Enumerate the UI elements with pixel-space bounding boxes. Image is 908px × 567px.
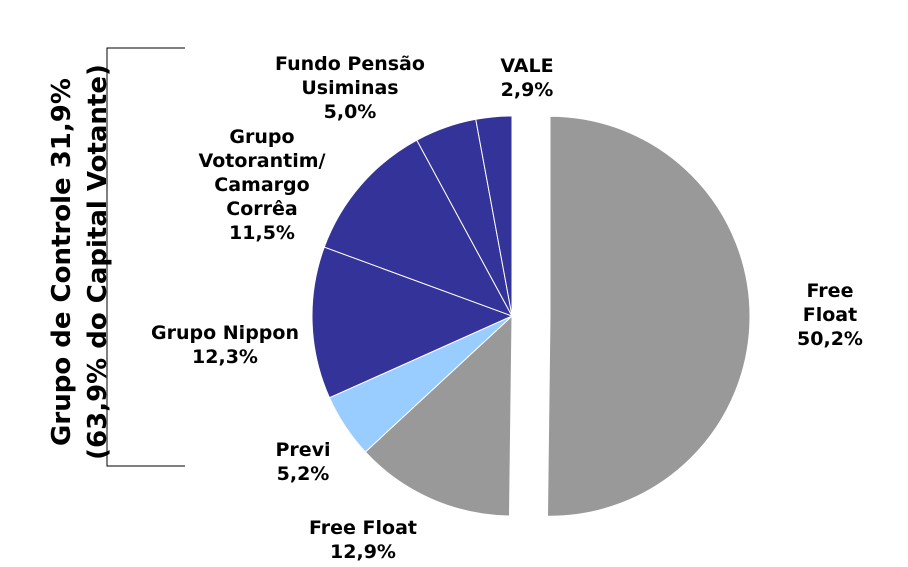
slice-value: 5,2% — [276, 463, 330, 485]
pie-slice — [475, 115, 513, 317]
slice-label: Free Float 12,9% — [309, 516, 417, 564]
slice-label: Grupo Votorantim/ Camargo Corrêa 11,5% — [199, 125, 326, 245]
slice-value: 11,5% — [229, 222, 295, 244]
slice-label: Fundo Pensão Usiminas 5,0% — [275, 52, 425, 124]
slice-name: Previ — [275, 439, 331, 461]
slice-name: Grupo Votorantim/ Camargo Corrêa — [198, 126, 326, 220]
slice-name: Free Float — [802, 280, 858, 326]
slice-name: Free Float — [309, 517, 417, 539]
slice-name: VALE — [500, 55, 554, 77]
slice-value: 12,3% — [192, 346, 258, 368]
pie-slice — [311, 246, 514, 399]
annotation: Grupo de Controle 31,9% (63,9% do Capita… — [47, 64, 113, 460]
slice-label: Free Float 50,2% — [791, 279, 869, 351]
slice-value: 2,9% — [500, 79, 554, 101]
slice-name: Grupo Nippon — [151, 322, 299, 344]
slice-value: 5,0% — [323, 101, 377, 123]
slice-value: 50,2% — [797, 328, 863, 350]
slice-name: Fundo Pensão Usiminas — [275, 53, 425, 99]
slice-label: VALE 2,9% — [500, 54, 553, 102]
pie-slice — [323, 139, 514, 317]
slice-label: Grupo Nippon 12,3% — [151, 321, 299, 369]
slice-value: 12,9% — [330, 541, 396, 563]
pie-slice — [364, 314, 513, 517]
pie-slice — [546, 115, 751, 517]
slice-label: Previ 5,2% — [275, 438, 330, 486]
bracket — [106, 47, 185, 467]
